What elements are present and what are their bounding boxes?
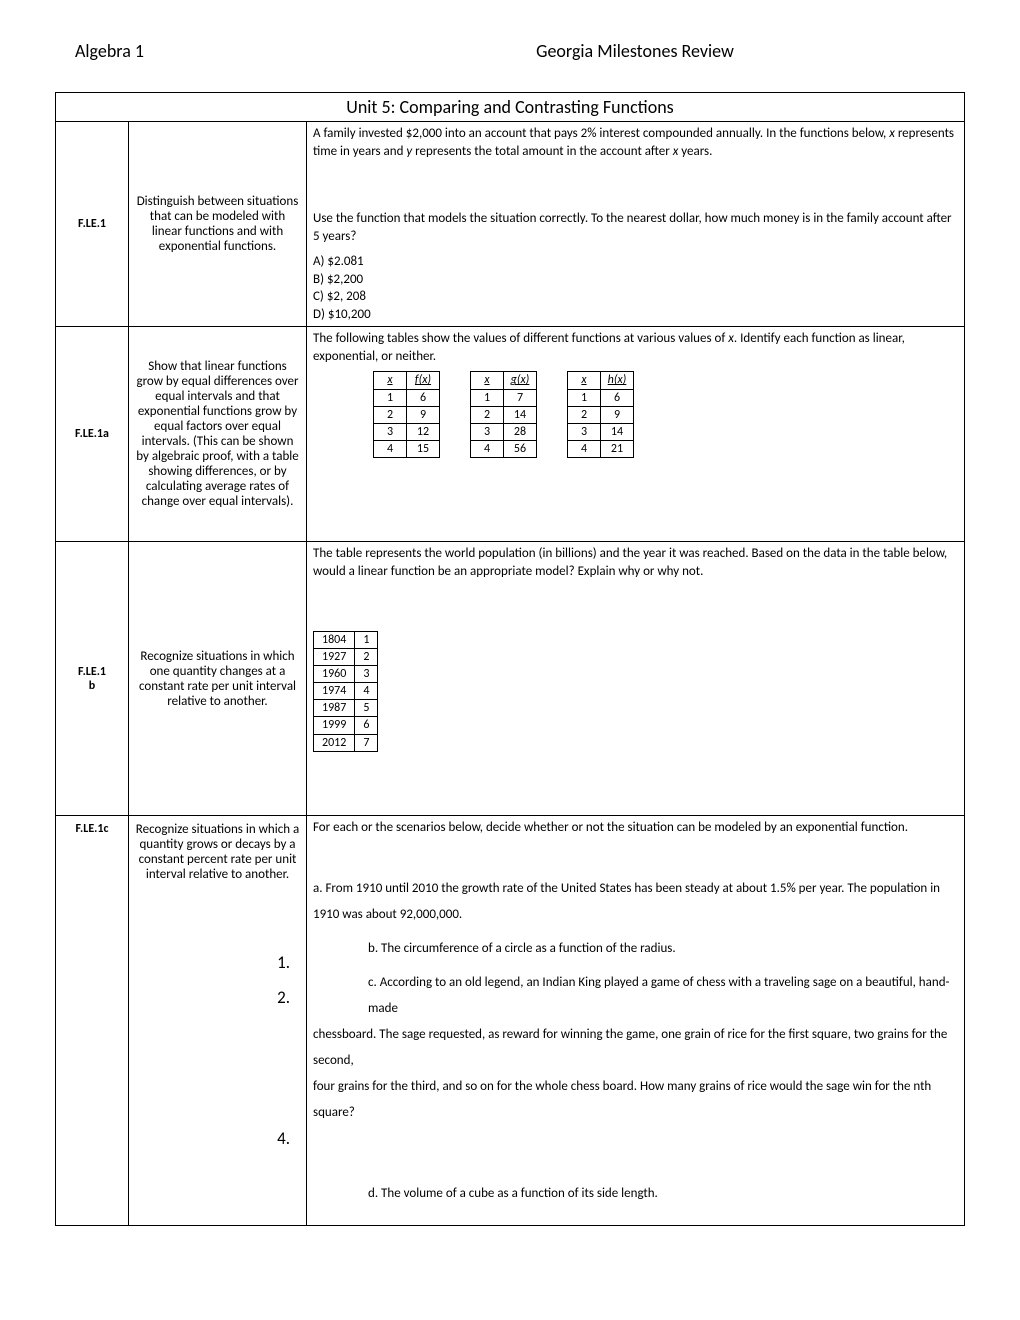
number-label-2: 2. bbox=[135, 987, 300, 1008]
scenario-c: c. According to an old legend, an Indian… bbox=[313, 970, 958, 1126]
intro-text: A family invested $2,000 into an account… bbox=[313, 125, 958, 160]
question-text: Use the function that models the situati… bbox=[313, 210, 958, 245]
scenario-a: a. From 1910 until 2010 the growth rate … bbox=[313, 876, 958, 928]
option-c: C) $2, 208 bbox=[313, 288, 958, 306]
page-header: Algebra 1 Georgia Milestones Review bbox=[55, 40, 965, 62]
function-table: xh(x)1629314421 bbox=[567, 371, 634, 458]
standard-desc: Distinguish between situations that can … bbox=[129, 122, 307, 327]
standard-desc: Recognize situations in which one quanti… bbox=[129, 542, 307, 815]
standard-desc-and-nums: Recognize situations in which a quantity… bbox=[129, 815, 307, 1226]
scenario-d: d. The volume of a cube as a function of… bbox=[313, 1181, 958, 1207]
population-table: 18041192721960319744198751999620127 bbox=[313, 631, 378, 752]
content-cell: The table represents the world populatio… bbox=[307, 542, 965, 815]
standard-code: F.LE.1a bbox=[56, 327, 129, 542]
content-cell: The following tables show the values of … bbox=[307, 327, 965, 542]
content-cell: A family invested $2,000 into an account… bbox=[307, 122, 965, 327]
standard-code: F.LE.1b bbox=[56, 542, 129, 815]
main-table: Unit 5: Comparing and Contrasting Functi… bbox=[55, 92, 965, 1226]
header-title: Georgia Milestones Review bbox=[325, 40, 945, 62]
number-label-1: 1. bbox=[135, 952, 300, 973]
header-subject: Algebra 1 bbox=[75, 40, 325, 62]
option-d: D) $10,200 bbox=[313, 306, 958, 324]
function-table: xg(x)17214328456 bbox=[470, 371, 537, 458]
intro-text: For each or the scenarios below, decide … bbox=[313, 819, 958, 837]
number-label-4: 4. bbox=[135, 1128, 300, 1149]
tables-container: xf(x)1629312415 xg(x)17214328456 xh(x)1629… bbox=[313, 365, 958, 468]
unit-title: Unit 5: Comparing and Contrasting Functi… bbox=[56, 93, 965, 122]
scenario-b: b. The circumference of a circle as a fu… bbox=[313, 936, 958, 962]
standard-desc: Show that linear functions grow by equal… bbox=[129, 327, 307, 542]
intro-text: The table represents the world populatio… bbox=[313, 545, 958, 580]
content-cell: For each or the scenarios below, decide … bbox=[307, 815, 965, 1226]
standard-code: F.LE.1c bbox=[56, 815, 129, 1226]
option-b: B) $2,200 bbox=[313, 271, 958, 289]
standard-desc: Recognize situations in which a quantity… bbox=[135, 822, 300, 882]
standard-code: F.LE.1 bbox=[56, 122, 129, 327]
function-table: xf(x)1629312415 bbox=[373, 371, 440, 458]
intro-text: The following tables show the values of … bbox=[313, 330, 958, 365]
option-a: A) $2.081 bbox=[313, 253, 958, 271]
